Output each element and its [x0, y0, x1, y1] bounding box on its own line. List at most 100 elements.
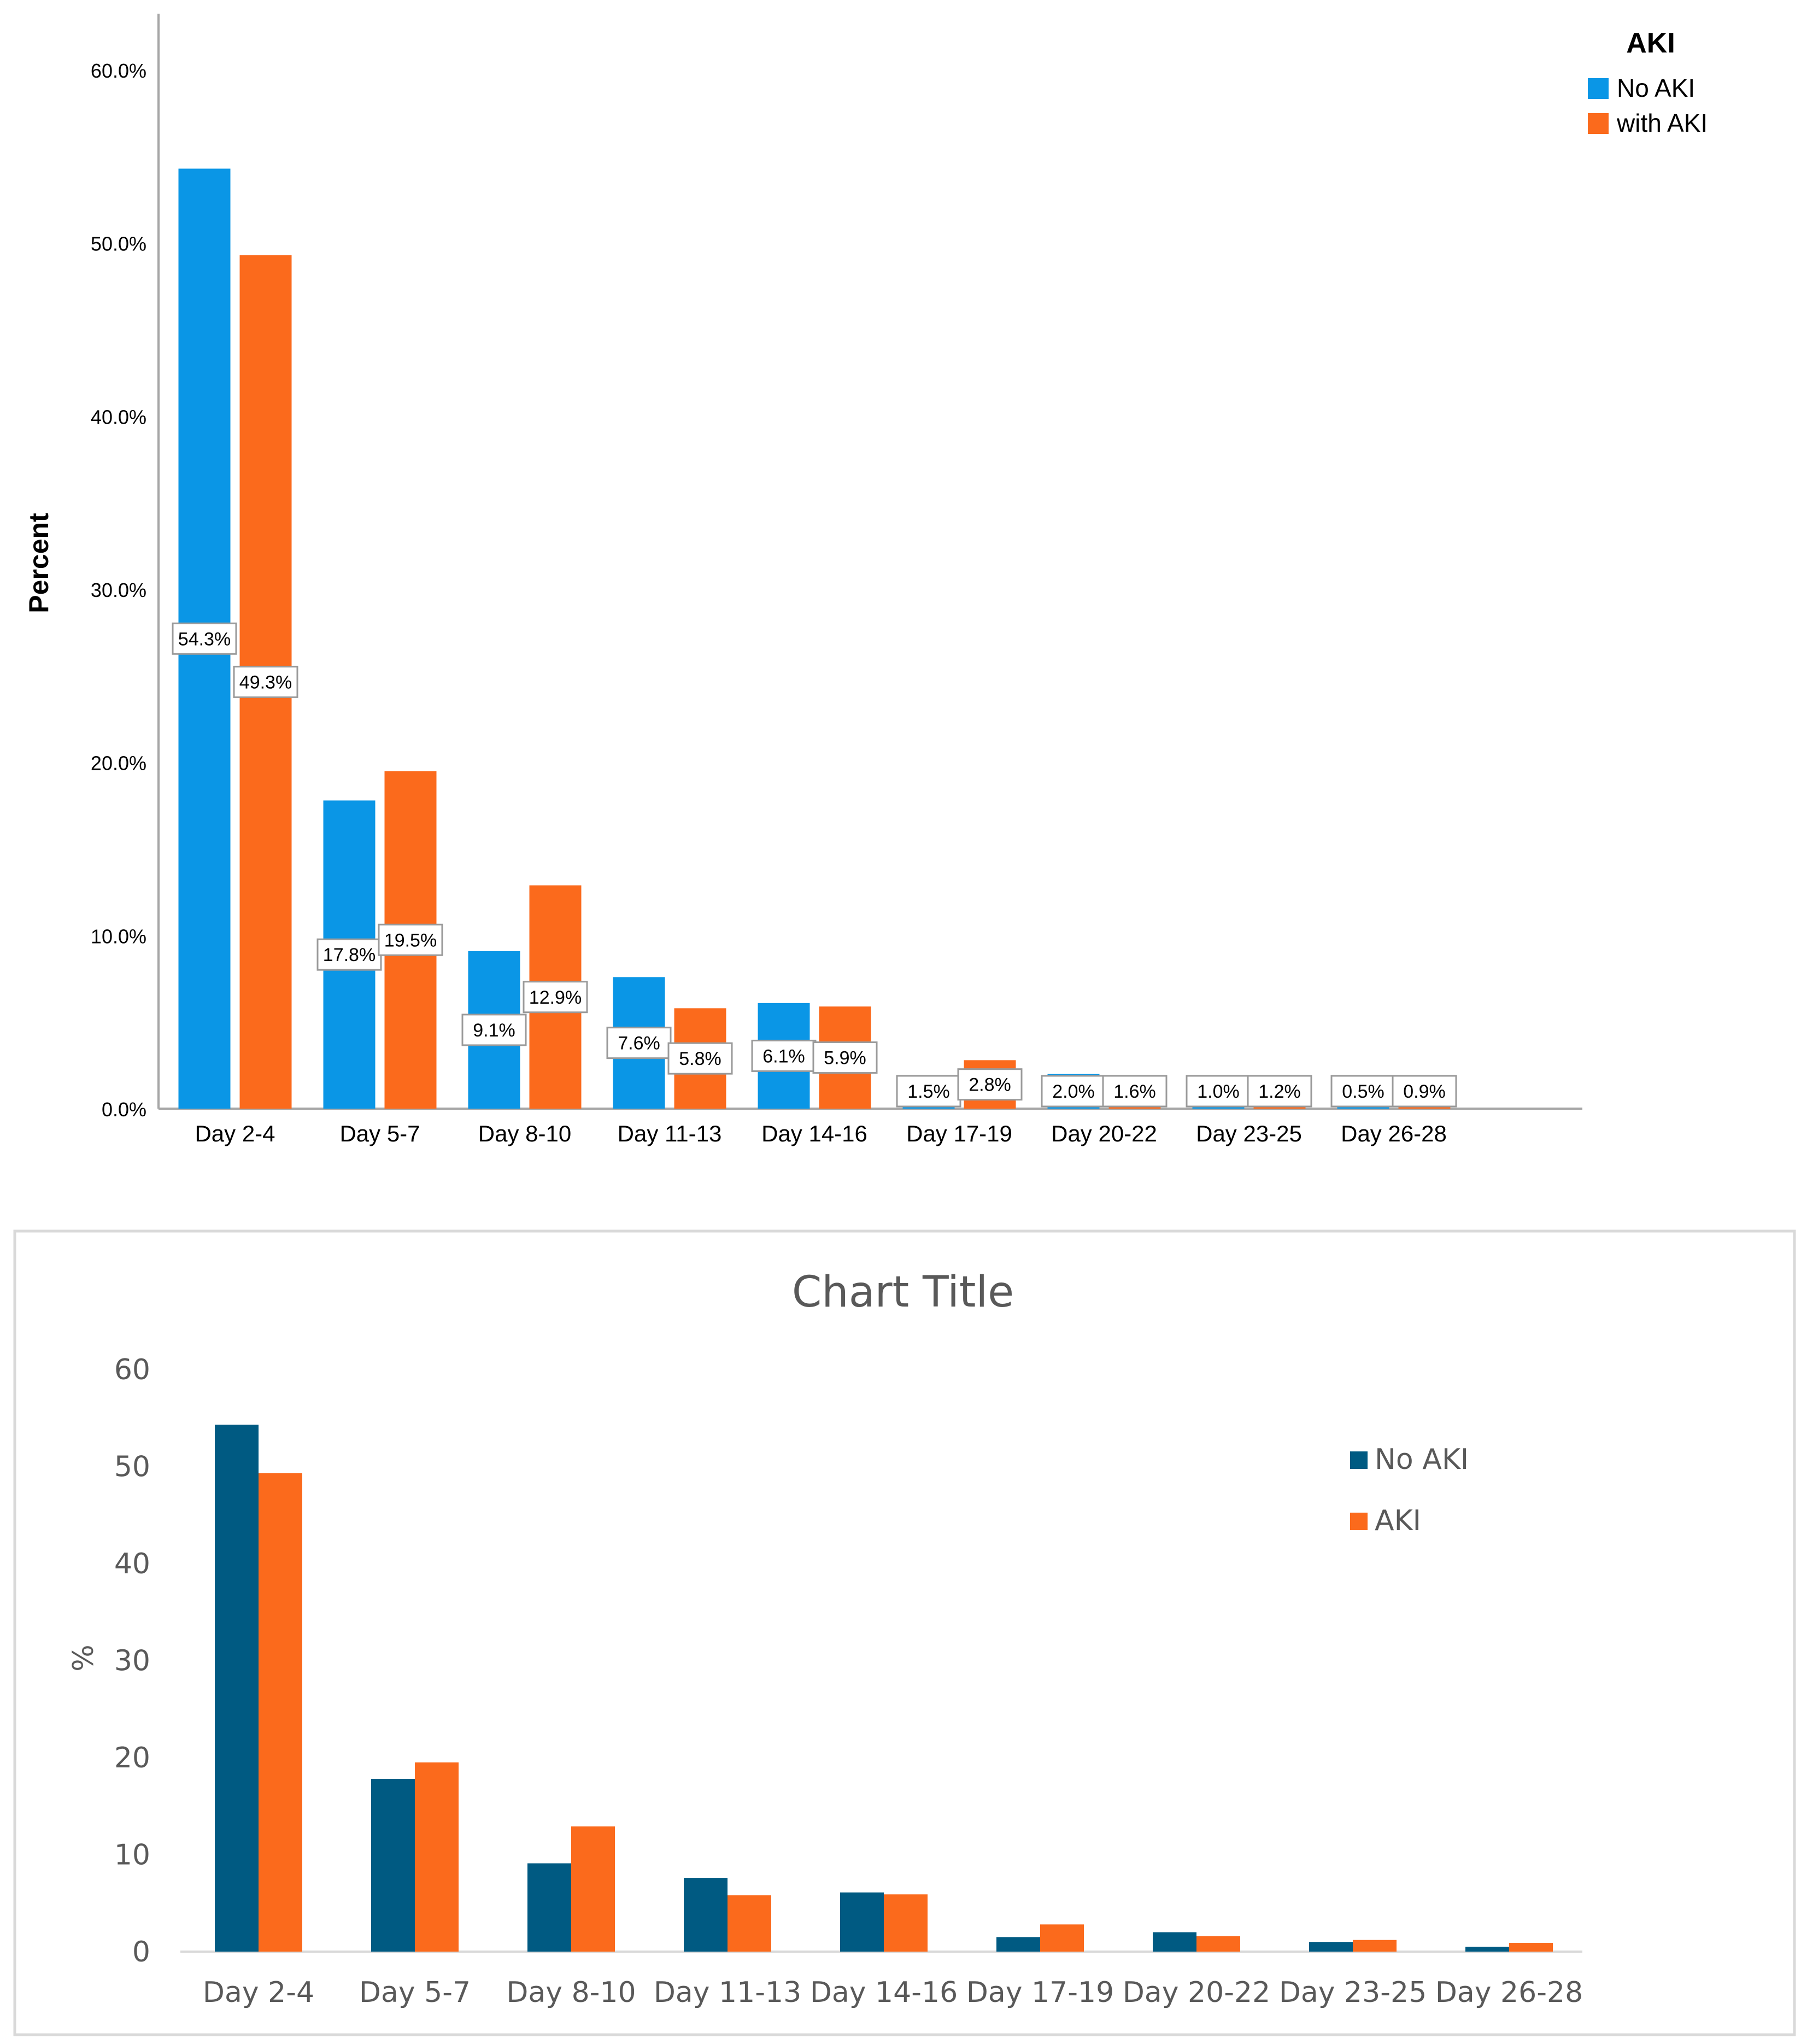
chart1-data-label: 1.0% [1197, 1081, 1240, 1102]
chart1-legend-label: with AKI [1616, 109, 1708, 137]
chart1-data-label: 6.1% [762, 1046, 805, 1067]
chart1-data-labels: 54.3% 49.3% 17.8% 19.5% 9.1% 12.9% 7.6% 5.8% 6.1… [172, 622, 1457, 1108]
chart1-data-label-frame [667, 1042, 733, 1075]
chart1-data-label: 12.9% [529, 987, 582, 1008]
chart2-x-tick-label: Day 8-10 [506, 1976, 636, 2009]
chart1-data-label: 17.8% [323, 945, 376, 965]
chart1-data-label-box: 2.0% [1041, 1075, 1106, 1108]
chart2-title: Chart Title [792, 1268, 1014, 1317]
chart1-x-tick-label: Day 2-4 [195, 1121, 275, 1146]
chart2-bar [371, 1779, 415, 1952]
chart2-legend: No AKI AKI [1350, 1443, 1469, 1537]
chart2-bar [415, 1762, 459, 1952]
chart2-bar [1465, 1947, 1509, 1952]
chart2-y-tick-label: 60 [114, 1354, 150, 1386]
chart2-x-tick-label: Day 26-28 [1435, 1976, 1583, 2009]
chart1-data-label-frame [812, 1041, 878, 1074]
chart2-x-tick-label: Day 17-19 [966, 1976, 1114, 2009]
chart2-bar [1196, 1936, 1240, 1952]
chart1-y-tick-label: 50.0% [91, 233, 146, 255]
chart2-y-tick-label: 30 [114, 1645, 150, 1678]
chart1-data-label-frame [172, 622, 237, 655]
chart1-legend-label: No AKI [1617, 74, 1695, 102]
chart1-data-label-frame [957, 1068, 1023, 1101]
chart2-bar [259, 1473, 302, 1952]
chart1-x-tick-label: Day 8-10 [478, 1121, 571, 1146]
chart1-data-label-box: 1.2% [1247, 1075, 1312, 1108]
chart1-y-ticks: 0.0% 10.0% 20.0% 30.0% 40.0% 50.0% 60.0% [91, 60, 146, 1121]
chart1-data-label: 0.9% [1403, 1081, 1446, 1102]
chart2-bar [1309, 1942, 1353, 1952]
chart2-y-tick-label: 40 [114, 1548, 150, 1580]
chart2-y-ticks: 0 10 20 30 40 50 60 [114, 1354, 150, 1969]
chart1-x-tick-label: Day 11-13 [618, 1121, 722, 1146]
chart1-data-label-box: 7.6% [606, 1027, 672, 1059]
chart1-data-label-box: 1.0% [1186, 1075, 1251, 1108]
chart1-data-label: 9.1% [473, 1020, 515, 1041]
chart1-x-tick-label: Day 14-16 [761, 1121, 867, 1146]
chart1-legend-swatch [1588, 78, 1609, 99]
chart1-x-tick-label: Day 20-22 [1051, 1121, 1157, 1146]
chart2-legend-swatch [1350, 1513, 1368, 1530]
spss-bar-chart: Percent 0.0% 10.0% 20.0% 30.0% 40.0% 50.0% 60.… [24, 14, 1708, 1146]
chart1-data-label-frame [1392, 1075, 1457, 1108]
chart1-data-label: 7.6% [618, 1033, 660, 1054]
chart1-data-label: 0.5% [1342, 1081, 1385, 1102]
chart1-y-tick-label: 0.0% [102, 1098, 146, 1121]
chart2-bars [215, 1425, 1553, 1952]
chart1-data-label-box: 5.9% [812, 1041, 878, 1074]
chart1-data-label-frame [523, 981, 588, 1014]
chart1-data-label-box: 17.8% [316, 938, 382, 971]
chart2-x-tick-label: Day 5-7 [359, 1976, 471, 2009]
chart2-legend-label: No AKI [1375, 1443, 1469, 1476]
chart2-y-axis-title: % [67, 1644, 100, 1671]
chart2-y-tick-label: 10 [114, 1839, 150, 1872]
chart1-x-tick-label: Day 17-19 [906, 1121, 1012, 1146]
chart1-legend: AKI No AKI with AKI [1588, 27, 1708, 137]
chart1-data-label-frame [1102, 1075, 1168, 1108]
chart1-x-tick-label: Day 5-7 [339, 1121, 420, 1146]
chart2-x-ticks: Day 2-4 Day 5-7 Day 8-10 Day 11-13 Day 14-16… [203, 1976, 1583, 2009]
chart1-legend-title: AKI [1626, 27, 1675, 59]
chart1-data-label-box: 0.5% [1330, 1075, 1396, 1108]
chart1-data-label-box: 0.9% [1392, 1075, 1457, 1108]
chart1-data-label-box: 6.1% [751, 1039, 817, 1072]
excel-bar-chart: Chart Title % 0 10 20 30 40 50 60 Day 2-4 Day 5… [13, 1229, 1796, 2036]
chart1-y-tick-label: 30.0% [91, 579, 146, 601]
chart1-data-label-box: 49.3% [233, 665, 298, 698]
chart2-bar [1040, 1924, 1084, 1952]
chart1-data-label-frame [1330, 1075, 1396, 1108]
chart2-x-tick-label: Day 11-13 [654, 1976, 801, 2009]
chart2-bar [684, 1878, 728, 1952]
chart2-y-tick-label: 0 [132, 1936, 150, 1969]
chart1-data-label-frame [233, 665, 298, 698]
chart1-data-label: 1.6% [1113, 1081, 1156, 1102]
chart1-data-label: 2.0% [1052, 1081, 1095, 1102]
chart1-data-label-box: 12.9% [523, 981, 588, 1014]
chart2-bar [884, 1894, 928, 1952]
chart2-bar [1509, 1943, 1553, 1952]
chart2-bar [728, 1895, 771, 1952]
chart1-data-label-frame [1041, 1075, 1106, 1108]
chart1-data-label-frame [1247, 1075, 1312, 1108]
chart2-bar [527, 1863, 571, 1952]
chart1-x-tick-label: Day 23-25 [1196, 1121, 1302, 1146]
chart2-x-tick-label: Day 14-16 [810, 1976, 958, 2009]
chart1-legend-swatch [1588, 113, 1609, 134]
chart1-data-label: 5.8% [679, 1049, 721, 1069]
chart2-bar [996, 1937, 1040, 1952]
chart2-y-tick-label: 20 [114, 1742, 150, 1774]
chart2-legend-swatch [1350, 1451, 1368, 1469]
chart2-x-tick-label: Day 2-4 [203, 1976, 314, 2009]
chart2-x-tick-label: Day 20-22 [1123, 1976, 1270, 2009]
chart2-bar [215, 1425, 259, 1952]
chart1-data-label-box: 54.3% [172, 622, 237, 655]
chart1-y-tick-label: 40.0% [91, 406, 146, 428]
chart1-data-label-box: 1.5% [896, 1075, 961, 1108]
chart1-data-label: 49.3% [239, 672, 292, 693]
chart2-legend-label: AKI [1375, 1504, 1421, 1537]
chart1-data-label: 5.9% [824, 1048, 866, 1069]
chart1-data-label-box: 1.6% [1102, 1075, 1168, 1108]
chart1-data-label: 19.5% [384, 930, 437, 951]
